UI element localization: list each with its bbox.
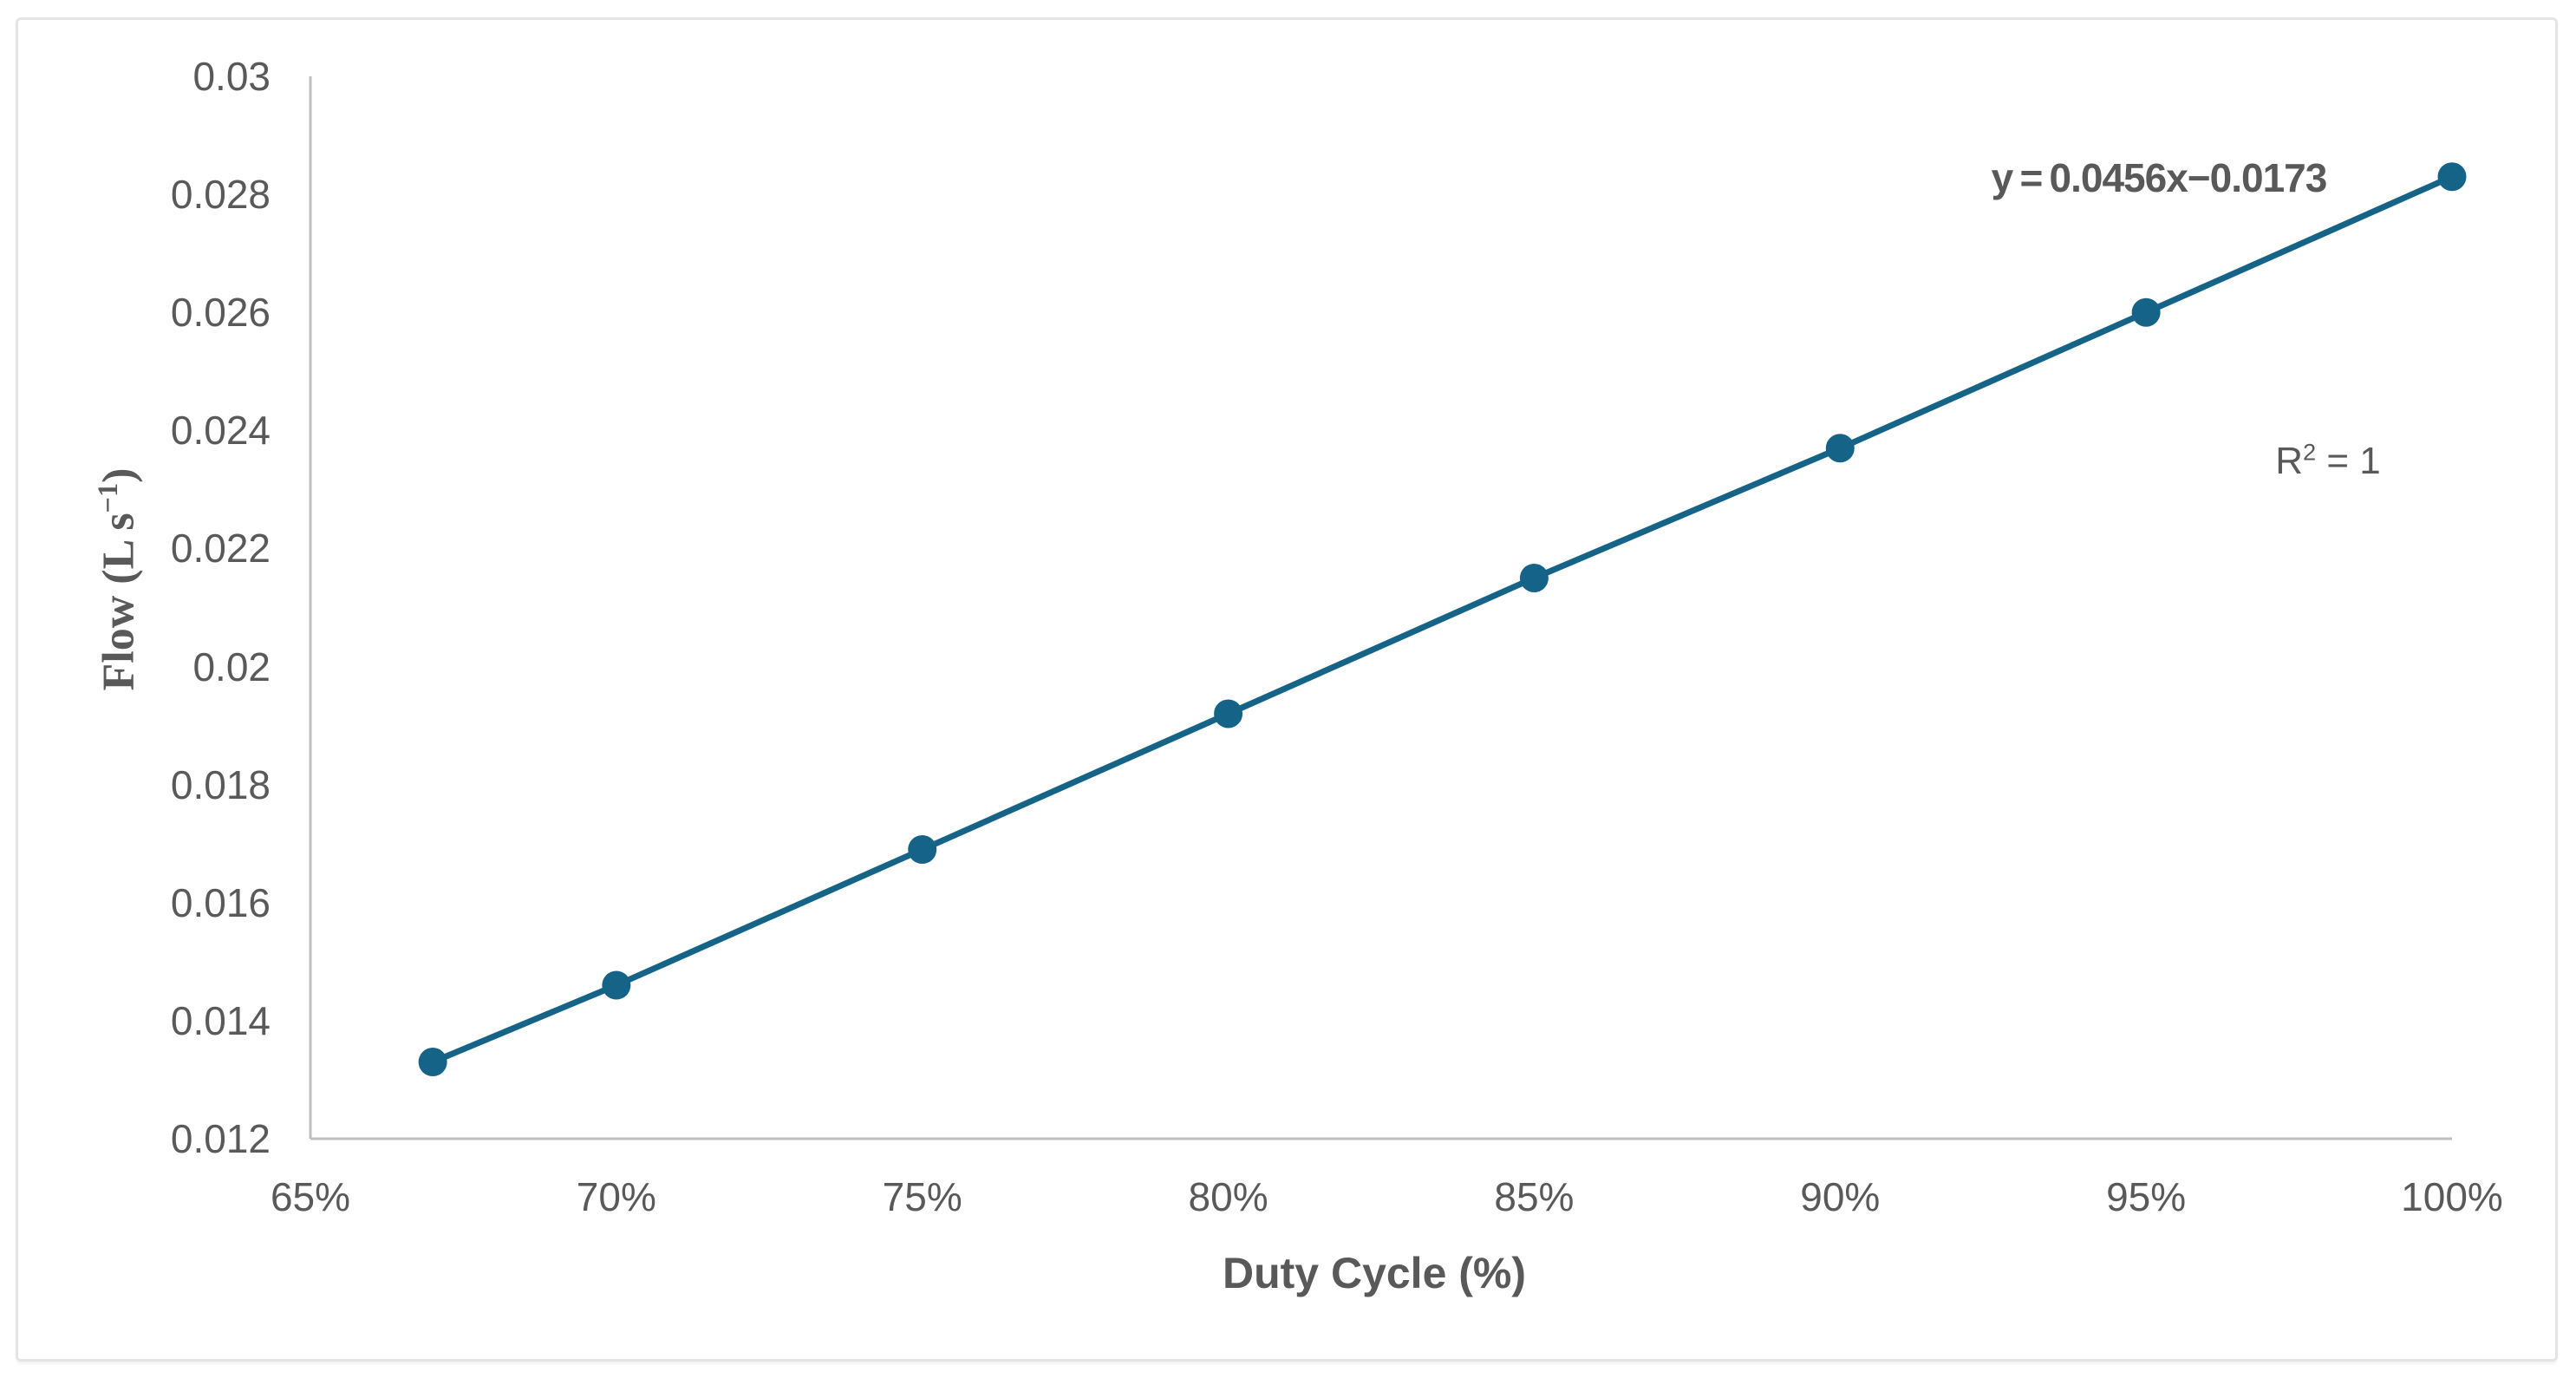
y-tick-label: 0.026 (170, 290, 271, 336)
y-axis-title-text: Flow (L s (94, 513, 144, 691)
r-squared-label: R2 = 1 (2275, 440, 2381, 483)
x-tick-label: 100% (2401, 1174, 2503, 1219)
data-point-marker (418, 1048, 447, 1077)
y-tick-label: 0.02 (192, 644, 271, 689)
y-axis-title: Flow (L s−1) (92, 467, 145, 691)
data-point-marker (2437, 162, 2467, 192)
y-tick-label: 0.022 (170, 526, 271, 572)
r-squared-base: R (2275, 440, 2303, 482)
y-tick-label: 0.014 (170, 997, 271, 1043)
r-squared-value: = 1 (2316, 440, 2381, 482)
data-point-marker (1214, 699, 1243, 728)
y-axis-title-close-paren: ) (94, 467, 144, 483)
data-point-marker (2131, 297, 2161, 327)
data-point-marker (908, 835, 937, 865)
x-tick-label: 90% (1800, 1174, 1881, 1219)
x-tick-label: 95% (2106, 1174, 2187, 1219)
y-tick-label: 0.03 (192, 54, 271, 99)
y-axis-title-superscript: −1 (92, 482, 124, 513)
trendline-equation-label: y = 0.0456x−0.0173 (1991, 155, 2328, 200)
y-tick-label: 0.024 (170, 408, 271, 454)
y-tick-label: 0.012 (170, 1116, 271, 1161)
data-point-marker (1519, 563, 1549, 592)
y-tick-label: 0.018 (170, 761, 271, 807)
y-tick-label: 0.028 (170, 172, 271, 218)
x-tick-label: 80% (1188, 1174, 1268, 1219)
x-tick-label: 85% (1494, 1174, 1575, 1219)
data-point-marker (602, 970, 631, 1000)
x-axis-title: Duty Cycle (%) (1222, 1249, 1527, 1297)
series-line (429, 173, 2455, 1066)
y-tick-label: 0.016 (170, 879, 271, 925)
r-squared-superscript: 2 (2302, 438, 2317, 466)
x-tick-label: 70% (576, 1174, 656, 1219)
data-point-marker (1825, 434, 1855, 463)
x-tick-label: 75% (882, 1174, 962, 1219)
x-tick-label: 65% (270, 1174, 351, 1219)
